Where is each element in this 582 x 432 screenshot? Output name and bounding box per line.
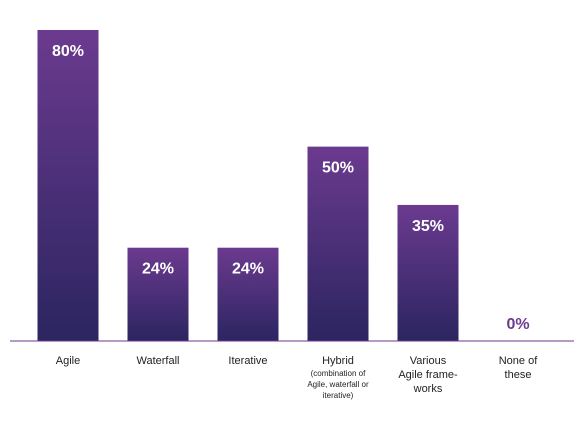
bar-2 xyxy=(217,247,279,341)
category-label-5-line-0: None of xyxy=(499,355,538,367)
value-label-1: 24% xyxy=(142,261,174,278)
category-label-0-line-0: Agile xyxy=(56,355,80,367)
category-labels-group: Agile Waterfall Iterative Hybrid (combinatio… xyxy=(56,355,538,400)
bar-1 xyxy=(127,247,189,341)
bars-group: 80% 24% 24% 50% 35% 0% xyxy=(37,30,530,341)
category-label-4-line-0: Various xyxy=(410,355,447,367)
category-label-3-line-1: (combination of xyxy=(311,369,366,378)
category-label-5-line-1: these xyxy=(505,369,532,381)
value-label-3: 50% xyxy=(322,160,354,177)
category-label-4-line-1: Agile frame- xyxy=(398,369,458,381)
bar-3 xyxy=(307,146,369,341)
category-label-4-line-2: works xyxy=(413,383,443,395)
category-label-3-line-2: Agile, waterfall or xyxy=(307,380,369,389)
category-label-1-line-0: Waterfall xyxy=(137,355,180,367)
bar-0 xyxy=(37,30,99,341)
category-label-2-line-0: Iterative xyxy=(228,355,267,367)
category-label-3-line-0: Hybrid xyxy=(322,355,354,367)
value-label-2: 24% xyxy=(232,261,264,278)
value-label-0: 80% xyxy=(52,43,84,60)
value-label-4: 35% xyxy=(412,218,444,235)
category-label-3-line-3: iterative) xyxy=(323,391,354,400)
bar-4 xyxy=(397,204,459,341)
value-label-5: 0% xyxy=(506,316,529,333)
